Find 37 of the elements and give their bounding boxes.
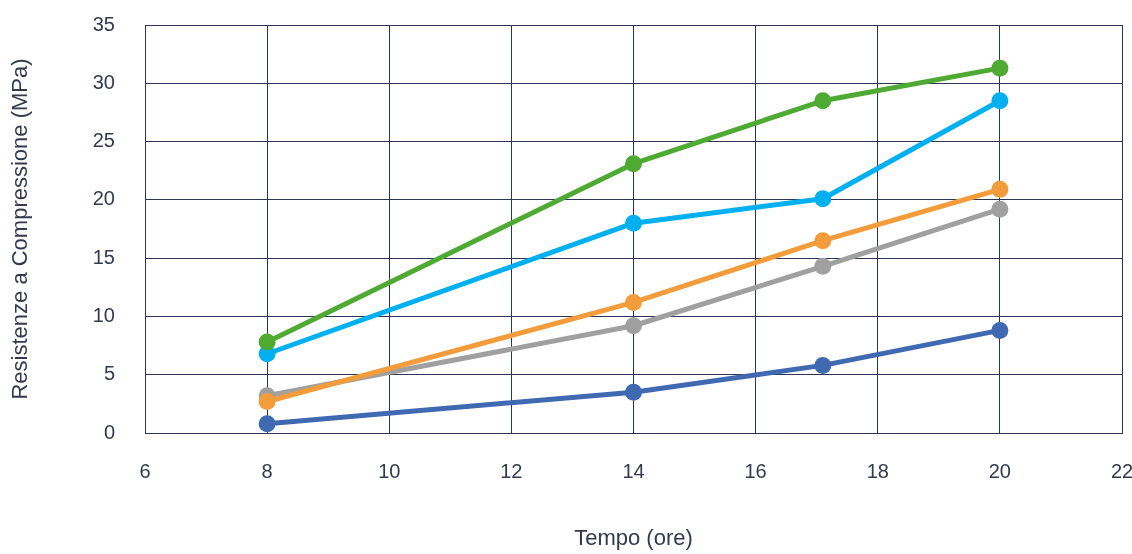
x-axis-title: Tempo (ore) bbox=[574, 524, 693, 550]
point bbox=[625, 317, 642, 335]
point bbox=[258, 393, 276, 411]
point bbox=[991, 59, 1009, 77]
point bbox=[991, 180, 1009, 198]
x-tick-label: 6 bbox=[139, 459, 151, 482]
y-tick-label: 30 bbox=[92, 70, 115, 93]
y-tick-label: 5 bbox=[103, 362, 115, 385]
point bbox=[814, 92, 832, 110]
point bbox=[991, 200, 1009, 218]
point bbox=[991, 92, 1009, 110]
x-tick-label: 18 bbox=[866, 459, 889, 482]
point bbox=[625, 155, 642, 173]
point bbox=[991, 321, 1009, 339]
x-tick-label: 22 bbox=[1110, 459, 1132, 482]
y-tick-label: 35 bbox=[92, 12, 115, 35]
y-tick-label: 20 bbox=[92, 187, 115, 210]
point bbox=[258, 333, 276, 351]
x-tick-label: 8 bbox=[261, 459, 273, 482]
point bbox=[814, 190, 832, 208]
point bbox=[814, 356, 832, 374]
point bbox=[258, 415, 276, 433]
y-tick-label: 25 bbox=[92, 129, 115, 152]
point bbox=[625, 214, 642, 232]
point bbox=[625, 383, 642, 401]
point bbox=[625, 293, 642, 311]
point bbox=[814, 232, 832, 250]
x-tick-label: 20 bbox=[988, 459, 1011, 482]
x-tick-label: 16 bbox=[744, 459, 767, 482]
y-tick-label: 0 bbox=[103, 420, 115, 443]
y-tick-label: 15 bbox=[92, 245, 115, 268]
x-tick-label: 14 bbox=[622, 459, 645, 482]
x-tick-label: 12 bbox=[500, 459, 523, 482]
y-tick-label: 10 bbox=[92, 303, 115, 326]
y-axis-title: Resistenze a Compressione (MPa) bbox=[7, 58, 33, 400]
point bbox=[814, 257, 832, 275]
x-tick-label: 10 bbox=[378, 459, 401, 482]
